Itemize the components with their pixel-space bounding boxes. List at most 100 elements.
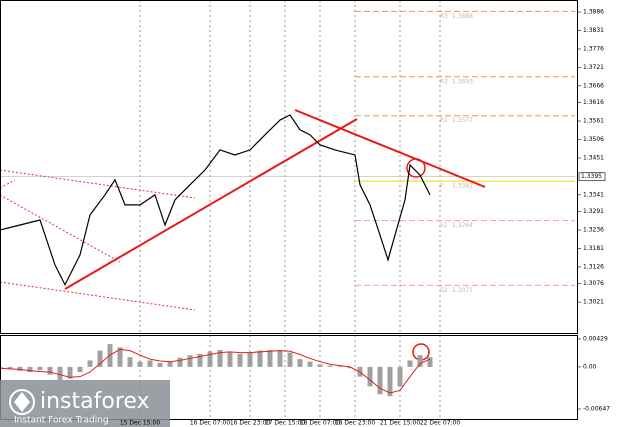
macd-tick-label: 0.00429 (583, 335, 608, 342)
pivot-value: 1.3382 (452, 183, 473, 190)
pivot-name: S1 (440, 222, 448, 229)
highlight-circle (406, 158, 426, 178)
y-tick-label: 1.3291 (583, 208, 604, 215)
macd-bar (267, 349, 273, 367)
macd-bar (427, 357, 433, 367)
main-frame (0, 0, 578, 334)
y-tick-label: 1.3886 (583, 9, 604, 16)
macd-bar (257, 350, 263, 367)
macd-bar (247, 352, 253, 367)
x-tick-label: 18 Dec 23:00 (335, 420, 376, 427)
y-tick-label: 1.3616 (583, 99, 604, 106)
y-tick-label: 1.3341 (583, 191, 604, 198)
macd-bar (377, 366, 383, 395)
y-tick-label: 1.3236 (583, 227, 604, 234)
macd-bar (177, 357, 183, 367)
macd-bar (37, 366, 43, 371)
channel-line (0, 194, 121, 263)
macd-bar (77, 366, 83, 373)
macd-bar (47, 366, 53, 375)
macd-bar (167, 361, 173, 367)
macd-bar (277, 350, 283, 367)
watermark: instaforex Instant Forex Trading (0, 380, 170, 427)
macd-bar (337, 366, 343, 367)
macd-bar (127, 357, 133, 367)
current-price-label: 1.3395 (581, 173, 602, 180)
y-tick-label: 1.3506 (583, 136, 604, 143)
macd-bar (287, 352, 293, 367)
macd-bar (327, 365, 333, 367)
logo (14, 392, 30, 412)
x-tick-label: 17 Dec 15:00 (265, 420, 306, 427)
macd-frame (0, 335, 578, 420)
y-tick-label: 1.3776 (583, 45, 604, 52)
x-tick-label: 16 Dec 07:00 (190, 420, 231, 427)
y-tick-label: 1.3021 (583, 299, 604, 306)
y-tick-label: 1.3666 (583, 82, 604, 89)
macd-bar (207, 351, 213, 367)
macd-bar (57, 366, 63, 380)
resistance-line (294, 109, 486, 188)
pivot-name: R1 (440, 117, 448, 124)
plot (0, 114, 433, 397)
macd-bar (87, 360, 93, 367)
price-line (0, 114, 431, 287)
pivot-name: R3 (440, 13, 448, 20)
pivot-value: 1.3888 (452, 13, 473, 20)
macd-bar (367, 366, 373, 387)
pivot-name: P (440, 183, 444, 190)
x-tick-label: 18 Dec 07:00 (300, 420, 341, 427)
macd-bar (407, 360, 413, 367)
macd-bar (317, 364, 323, 367)
x-tick-label: 22 Dec 07:00 (420, 420, 461, 427)
x-tick-label: 15 Dec 15:00 (120, 420, 161, 427)
x-tick-label: 21 Dec 15:00 (380, 420, 421, 427)
macd-bar (97, 350, 103, 367)
pivot-value: 1.3264 (452, 222, 473, 229)
signal-line (0, 348, 431, 394)
current-price-box (578, 172, 606, 182)
channel-line (0, 179, 16, 189)
macd-bar (67, 366, 73, 379)
macd-bar (307, 361, 313, 367)
grid (0, 0, 575, 420)
y-tick-label: 1.3181 (583, 245, 604, 252)
y-tick-label: 1.3126 (583, 263, 604, 270)
macd-bar (117, 347, 123, 367)
macd-bar (197, 353, 203, 367)
pivot-value: 1.3693 (452, 78, 473, 85)
macd-bar (137, 361, 143, 367)
macd-bar (397, 366, 403, 387)
y-tick-label: 1.3451 (583, 154, 604, 161)
pivot-name: R2 (440, 78, 448, 85)
pivot-value: 1.3071 (452, 287, 473, 294)
channel-line (0, 281, 196, 311)
brand: instaforex (40, 389, 150, 414)
y-tick-label: 1.3721 (583, 64, 604, 71)
y-tick-label: 1.3076 (583, 280, 604, 287)
y-tick-label: 1.3561 (583, 118, 604, 125)
macd-tick-label: -0.00647 (583, 406, 610, 413)
macd-bar (227, 352, 233, 367)
macd-bar (157, 362, 163, 367)
tagline: Instant Forex Trading (14, 416, 109, 426)
support-line (64, 118, 358, 290)
macd-bar (17, 366, 23, 371)
macd-tick-label: 0.00 (583, 363, 597, 370)
x-tick-label: 16 Dec 23:00 (230, 420, 271, 427)
y-tick-label: 1.3831 (583, 27, 604, 34)
macd-bar (147, 360, 153, 367)
macd-bar (297, 359, 303, 367)
pivot-value: 1.3577 (452, 117, 473, 124)
channel-line (0, 169, 196, 199)
macd-bar (387, 366, 393, 397)
macd-bar (237, 353, 243, 367)
macd-bar (217, 349, 223, 367)
macd-bar (187, 355, 193, 367)
macd-bar (347, 366, 353, 369)
macd-bar (27, 366, 33, 373)
macd-bar (417, 355, 423, 367)
pivot-name: S2 (440, 287, 448, 294)
